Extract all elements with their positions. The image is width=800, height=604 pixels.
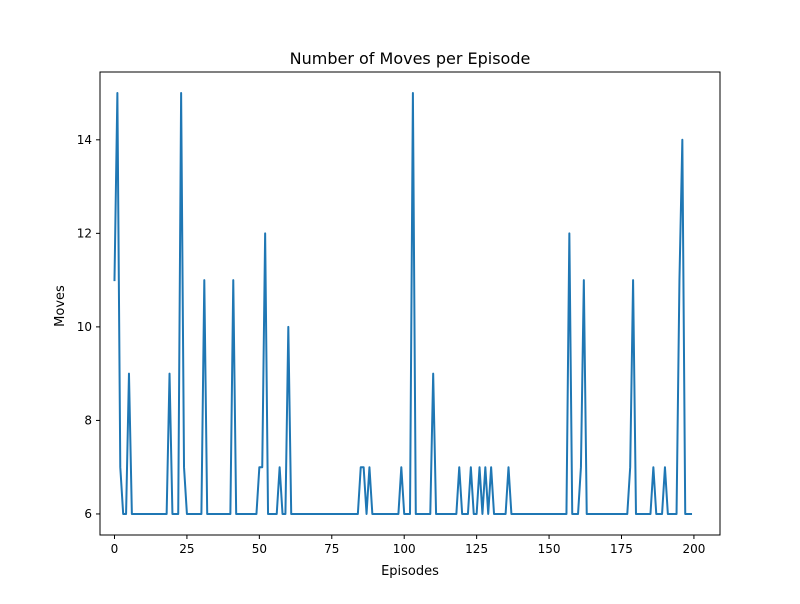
y-tick-label: 12 bbox=[77, 226, 92, 240]
x-tick-label: 0 bbox=[111, 542, 119, 556]
x-tick-label: 150 bbox=[538, 542, 561, 556]
x-tick-label: 25 bbox=[179, 542, 194, 556]
y-tick-label: 8 bbox=[84, 413, 92, 427]
y-tick-label: 10 bbox=[77, 320, 92, 334]
plot-area: 0 25 50 75 100 125 150 175 200 6 8 10 12 14 bbox=[77, 71, 721, 556]
x-tick-label: 200 bbox=[682, 542, 705, 556]
x-tick-label: 50 bbox=[252, 542, 267, 556]
x-tick-label: 125 bbox=[465, 542, 488, 556]
y-tick-label: 6 bbox=[84, 507, 92, 521]
x-tick-label: 175 bbox=[610, 542, 633, 556]
x-tick-label: 75 bbox=[324, 542, 339, 556]
x-tick-label: 100 bbox=[393, 542, 416, 556]
plot-frame bbox=[99, 71, 721, 536]
x-axis-label: Episodes bbox=[381, 564, 439, 579]
chart-title: Number of Moves per Episode bbox=[290, 49, 531, 68]
y-tick-label: 14 bbox=[77, 133, 92, 147]
series-line-0 bbox=[113, 92, 693, 515]
y-axis-label: Moves bbox=[53, 285, 68, 327]
